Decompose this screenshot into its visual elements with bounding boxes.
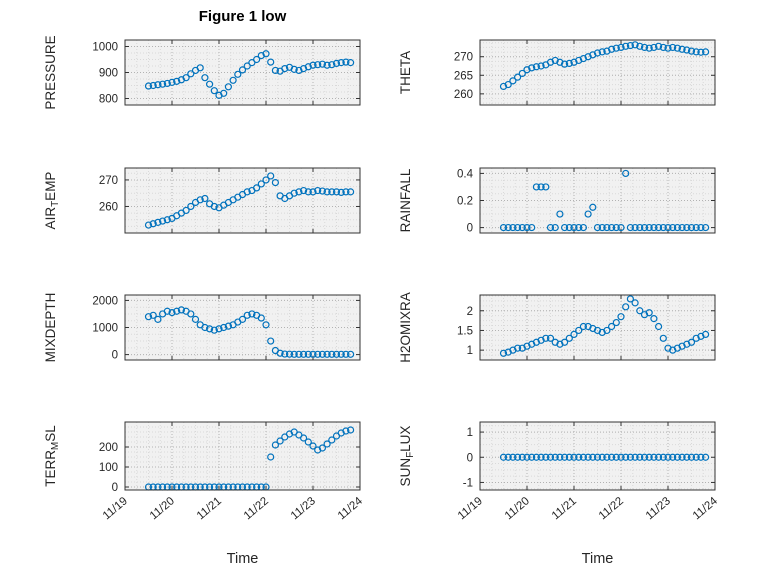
terrmsl-plot: 0 100 200 11/19 11/20 11/21 11/22 11/23 11/24 TER… — [43, 421, 366, 523]
svg-text:270: 270 — [454, 52, 473, 64]
y-tick-labels: 260 265 270 — [454, 52, 473, 101]
data-points — [499, 41, 710, 91]
subplot-pressure: 800 900 1000 PRESSURE — [35, 32, 367, 113]
svg-text:1: 1 — [467, 427, 473, 439]
axes-box — [479, 294, 716, 361]
figure-title: Figure 1 low — [198, 8, 287, 25]
minor-grid — [125, 295, 360, 360]
svg-text:11/19: 11/19 — [101, 495, 130, 522]
svg-text:0: 0 — [112, 482, 118, 494]
svg-text:11/22: 11/22 — [597, 495, 626, 522]
svg-text:0.2: 0.2 — [457, 196, 473, 208]
data-points — [144, 50, 355, 99]
svg-text:11/21: 11/21 — [195, 495, 224, 522]
axes-box — [479, 39, 716, 106]
svg-text:11/24: 11/24 — [336, 495, 366, 523]
x-axis-label-right: Time — [581, 551, 614, 567]
sunflux-plot: -1 0 1 11/19 11/20 11/21 11/22 11/23 11/24 SUNFLU… — [398, 421, 721, 523]
svg-text:11/22: 11/22 — [242, 495, 271, 522]
pressure-plot: 800 900 1000 PRESSURE — [43, 35, 361, 110]
mixdepth-plot: 0 1000 2000 MIXDEPTH — [43, 293, 361, 363]
y-tick-labels: 11.52 — [457, 306, 473, 357]
y-axis-label: RAINFALL — [398, 168, 413, 232]
subplot-h2omixra: 1 1.5 2 H2OMIXRA — [390, 287, 722, 368]
y-tick-labels: 260 270 — [99, 175, 118, 214]
svg-text:11/20: 11/20 — [148, 495, 177, 522]
minor-grid — [125, 421, 360, 490]
svg-text:1000: 1000 — [92, 323, 118, 335]
svg-text:0: 0 — [467, 223, 473, 235]
svg-text:11/24: 11/24 — [691, 495, 721, 523]
svg-text:260: 260 — [99, 201, 118, 213]
svg-text:1: 1 — [467, 345, 473, 357]
svg-text:1.5: 1.5 — [457, 325, 473, 337]
svg-text:11/20: 11/20 — [503, 495, 532, 522]
svg-text:0: 0 — [112, 350, 118, 362]
y-axis-label: THETA — [398, 51, 413, 94]
svg-text:-1: -1 — [463, 477, 473, 489]
svg-text:11/21: 11/21 — [550, 495, 579, 522]
axes-box — [479, 421, 716, 491]
y-tick-labels: 800 900 1000 — [92, 42, 118, 106]
data-points — [144, 172, 355, 229]
svg-text:800: 800 — [99, 94, 118, 106]
data-points — [499, 453, 710, 461]
svg-text:0.4: 0.4 — [457, 168, 474, 180]
y-axis-label: TERRMSL — [43, 425, 61, 487]
axes-box — [124, 39, 361, 106]
rainfall-plot: 0 0.2 0.4 RAINFALL — [398, 167, 716, 235]
y-axis-label: SUNFLUX — [398, 426, 416, 487]
theta-plot: 260 265 270 THETA — [398, 39, 716, 106]
svg-text:1000: 1000 — [92, 42, 118, 54]
subplot-mixdepth: 0 1000 2000 MIXDEPTH — [35, 287, 367, 368]
svg-text:100: 100 — [99, 462, 118, 474]
svg-text:0: 0 — [467, 452, 473, 464]
subplot-sunflux: -1 0 1 11/19 11/20 11/21 11/22 11/23 11/24 SUNFLU… — [390, 414, 722, 554]
x-tick-labels: 11/19 11/20 11/21 11/22 11/23 11/24 — [456, 495, 721, 523]
svg-text:11/23: 11/23 — [289, 495, 318, 522]
subplot-rainfall: 0 0.2 0.4 RAINFALL — [390, 160, 722, 241]
subplot-terrmsl: 0 100 200 11/19 11/20 11/21 11/22 11/23 11/24 TER… — [35, 414, 367, 554]
data-points — [144, 306, 355, 358]
major-grid — [124, 422, 361, 490]
svg-text:2000: 2000 — [92, 295, 118, 307]
svg-text:260: 260 — [454, 89, 473, 101]
y-tick-labels: 0 100 200 — [99, 442, 118, 494]
svg-text:2: 2 — [467, 306, 473, 318]
data-points — [499, 169, 710, 232]
y-axis-label: H2OMIXRA — [398, 292, 413, 363]
data-points — [499, 295, 710, 357]
axes-box — [124, 421, 361, 491]
y-tick-labels: 0 0.2 0.4 — [457, 168, 474, 234]
axes-box — [479, 167, 716, 234]
axes-box — [124, 167, 361, 234]
svg-text:265: 265 — [454, 70, 473, 82]
subplot-theta: 260 265 270 THETA — [390, 32, 722, 113]
svg-text:900: 900 — [99, 68, 118, 80]
y-tick-labels: -1 0 1 — [463, 427, 473, 489]
svg-text:270: 270 — [99, 175, 118, 187]
svg-text:200: 200 — [99, 442, 118, 454]
svg-text:11/23: 11/23 — [644, 495, 673, 522]
y-axis-label: MIXDEPTH — [43, 293, 58, 363]
y-tick-labels: 0 1000 2000 — [92, 295, 118, 361]
x-axis-label-left: Time — [226, 551, 259, 567]
airtemp-plot: 260 270 AIRTEMP — [43, 167, 361, 234]
axes-box — [124, 294, 361, 361]
y-axis-label: AIRTEMP — [43, 172, 61, 230]
major-grid — [124, 40, 361, 105]
subplot-airtemp: 260 270 AIRTEMP — [35, 160, 367, 241]
svg-text:11/19: 11/19 — [456, 495, 485, 522]
x-tick-labels: 11/19 11/20 11/21 11/22 11/23 11/24 — [101, 495, 366, 523]
y-axis-label: PRESSURE — [43, 35, 58, 109]
